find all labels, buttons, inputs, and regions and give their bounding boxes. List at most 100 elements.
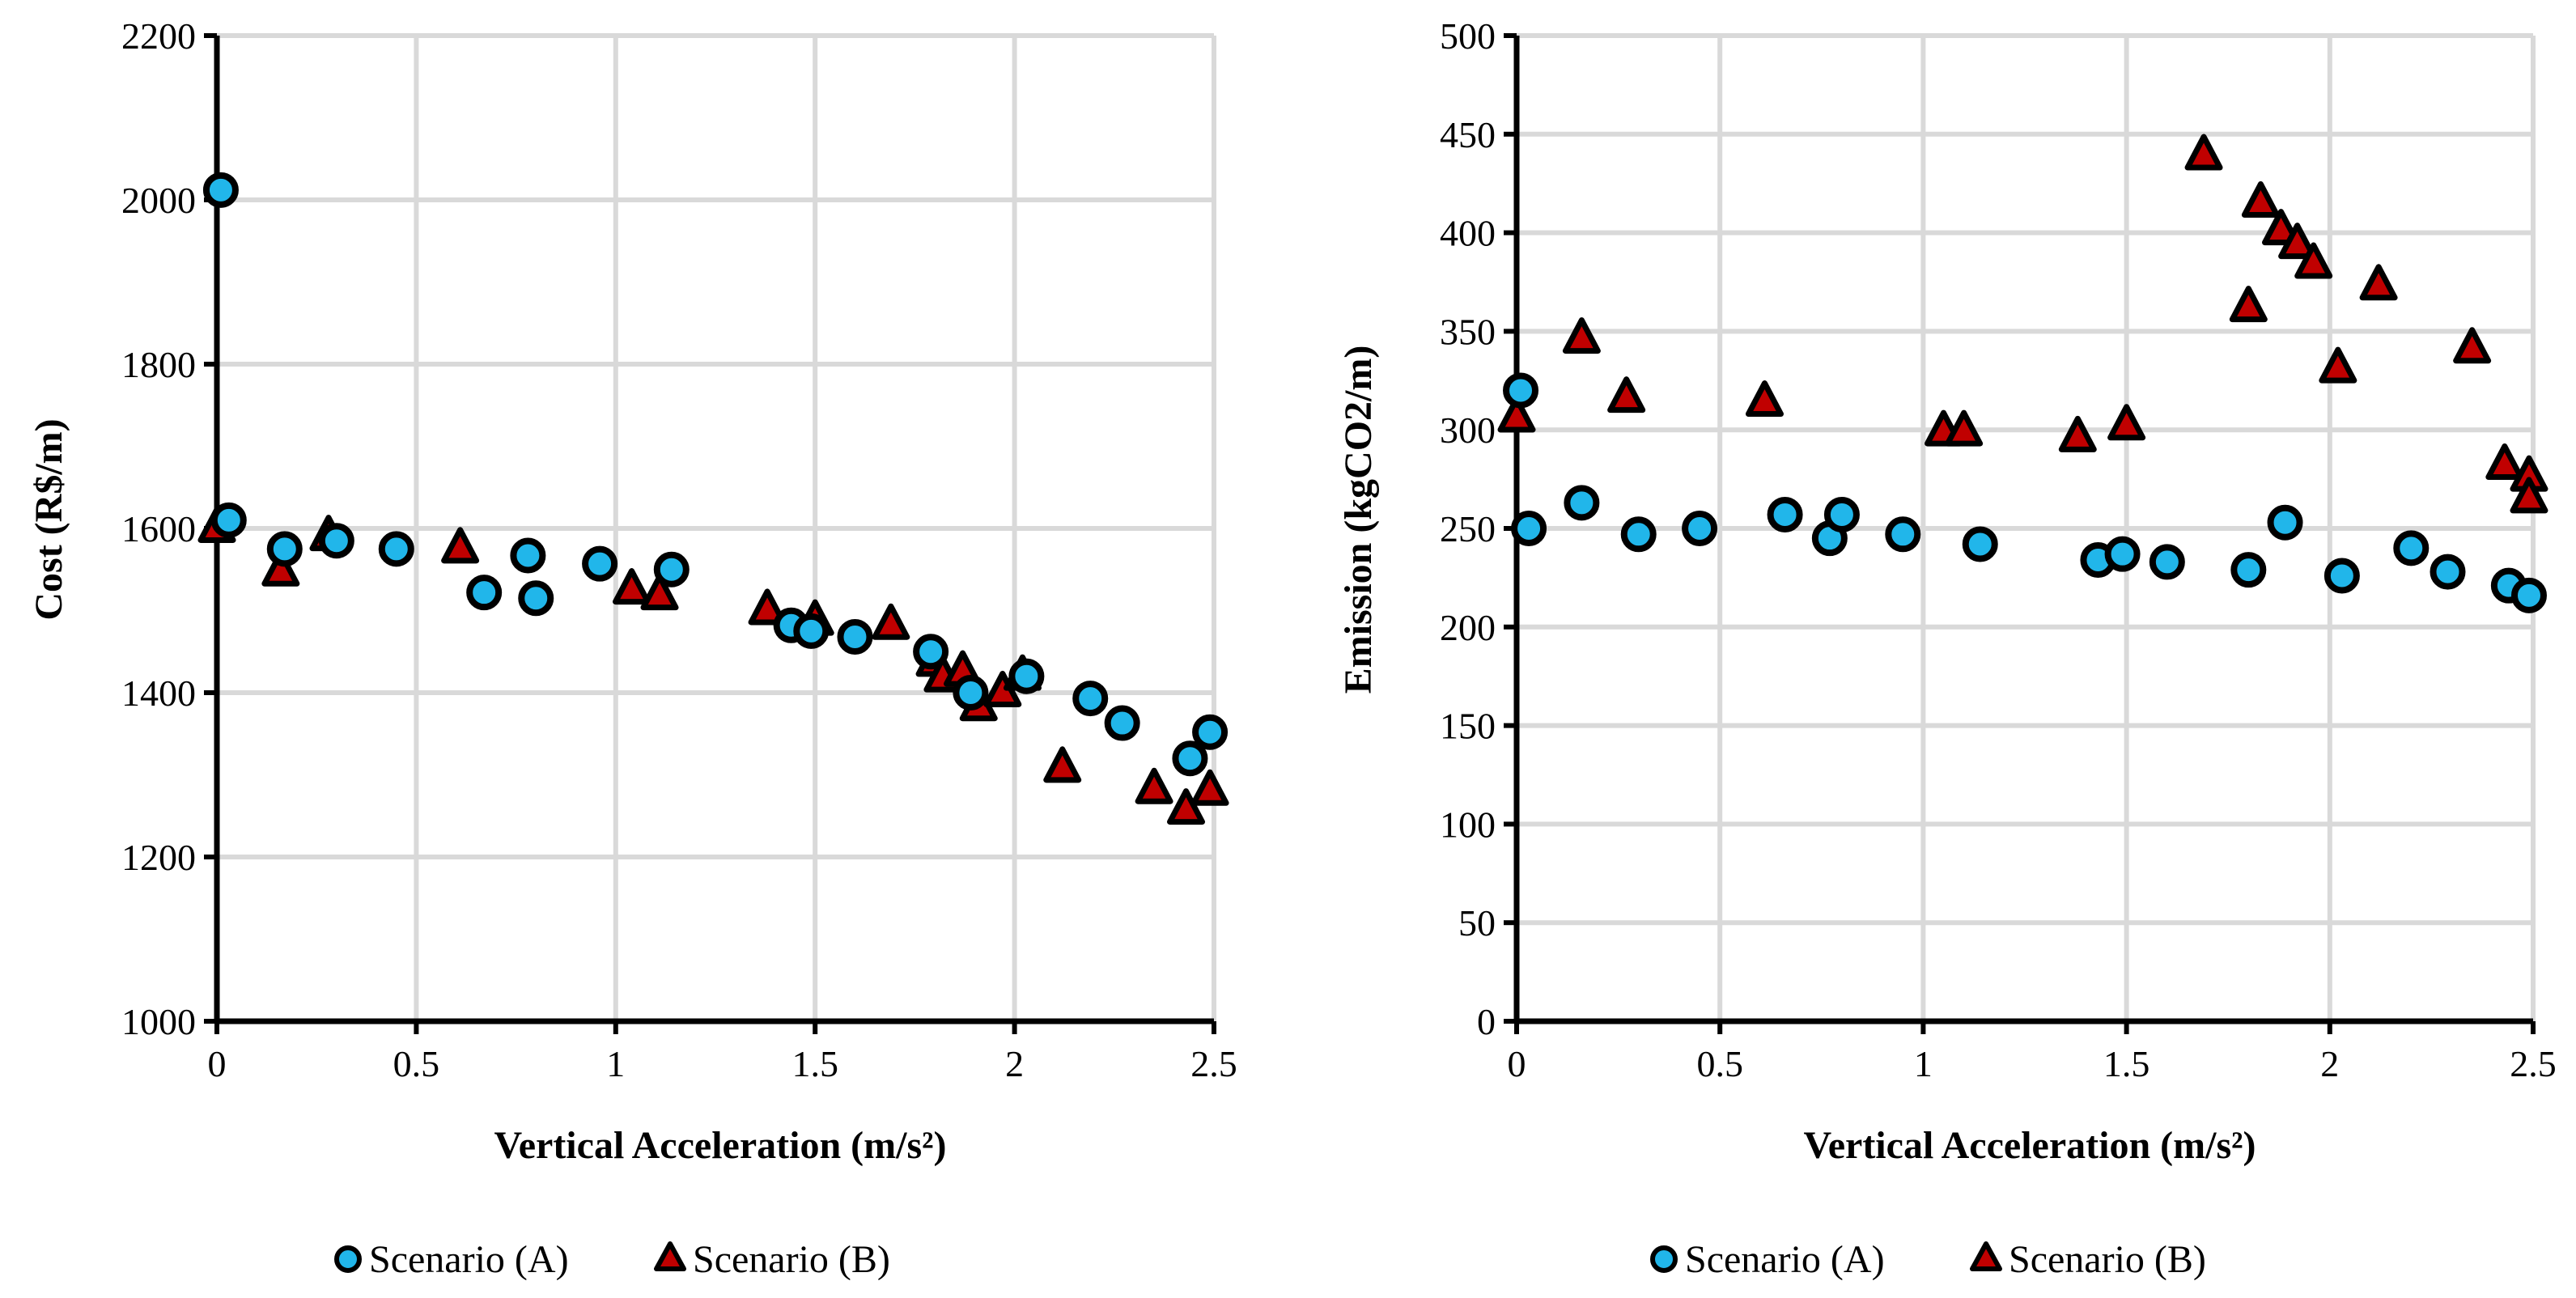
cost-scenario-a-point (913, 634, 949, 670)
emission-scenario-a-point (1962, 526, 1998, 562)
emission-scenario-b-point (2453, 327, 2492, 364)
emission-x-tick-label: 1 (1914, 1043, 1933, 1084)
cost-scenario-b-point (261, 549, 300, 587)
cost-chart-x-axis-title: Vertical Acceleration (m/s²) (494, 1124, 946, 1167)
emission-legend-scenario-a-marker (1650, 1245, 1678, 1273)
cost-scenario-a-point (793, 613, 830, 649)
cost-x-tick-label: 0.5 (393, 1043, 440, 1084)
cost-chart-y-ticks: 1000 1200 1400 1600 1800 2000 2200 (121, 15, 217, 1042)
emission-y-tick-label: 350 (1440, 311, 1496, 352)
emission-x-tick-label: 2 (2320, 1043, 2339, 1084)
cost-legend-scenario-b-label: Scenario (B) (693, 1238, 890, 1281)
emission-scenario-a-point (2104, 536, 2141, 572)
cost-x-tick-label: 2.5 (1190, 1043, 1237, 1084)
cost-scenario-b-point (872, 603, 910, 640)
emission-chart-x-axis-title: Vertical Acceleration (m/s²) (1803, 1124, 2256, 1167)
cost-y-tick-label: 1000 (121, 1001, 196, 1042)
emission-y-tick-label: 0 (1477, 1001, 1496, 1042)
emission-scenario-b-point (1562, 317, 1601, 354)
emission-y-tick-label: 100 (1440, 804, 1496, 845)
emission-scenario-b-point (2510, 477, 2548, 514)
emission-scenario-a-point (2323, 558, 2360, 594)
emission-chart-grid (1517, 33, 2536, 1021)
emission-x-tick-label: 2.5 (2510, 1043, 2557, 1084)
cost-scenario-a-point (953, 675, 989, 711)
cost-scenario-a-point (1172, 740, 1208, 777)
cost-scenario-a-point (1008, 658, 1045, 694)
cost-x-tick-label: 0 (208, 1043, 227, 1084)
cost-x-tick-label: 1 (606, 1043, 625, 1084)
cost-scenario-a-point (837, 618, 873, 655)
emission-scenario-a-point (1767, 496, 1803, 532)
emission-scenario-b-point (2241, 181, 2280, 218)
cost-scenario-b-point (1043, 746, 1082, 783)
cost-scenario-a-point (466, 575, 503, 611)
cost-scenario-a-point (582, 545, 618, 582)
emission-scenario-b-point (2058, 415, 2097, 452)
emission-scenario-a-point (1823, 496, 1860, 532)
emission-scenario-b-point (1497, 396, 1536, 433)
emission-scenario-a-point (1511, 511, 1547, 546)
emission-scenario-b-point (1945, 409, 1984, 447)
cost-scenario-a-point (653, 551, 690, 587)
cost-scenario-b-point (441, 527, 480, 564)
emission-scenario-b-point (1607, 376, 1646, 414)
emission-scenario-a-point (2149, 544, 2185, 580)
emission-chart-y-ticks: 0 50 100 150 200 250 300 350 400 450 500 (1440, 15, 1517, 1042)
cost-scenario-a-point (1104, 705, 1140, 741)
emission-y-tick-label: 150 (1440, 706, 1496, 747)
emission-scenario-a-point (2510, 577, 2547, 613)
emission-scenario-b-point (2229, 286, 2268, 323)
cost-y-tick-label: 1200 (121, 837, 196, 878)
emission-x-tick-label: 0 (1508, 1043, 1526, 1084)
emission-chart: 0 50 100 150 200 250 300 350 400 450 500 0 0.5 1 1.5 2… (1337, 15, 2557, 1281)
emission-scenario-a-point (2230, 552, 2267, 588)
cost-legend-scenario-a-marker (334, 1245, 362, 1273)
cost-scenario-a-point (518, 580, 554, 617)
cost-y-tick-label: 2000 (121, 180, 196, 221)
cost-scenario-b-point (640, 574, 679, 611)
cost-scenario-b-point (1167, 788, 1205, 825)
emission-legend-scenario-b-marker (1970, 1241, 2002, 1271)
cost-chart-points (197, 172, 1229, 825)
emission-scenario-a-point (2430, 554, 2466, 590)
emission-chart-x-ticks: 0 0.5 1 1.5 2 2.5 (1508, 1021, 2557, 1084)
emission-chart-y-axis-title: Emission (kgCO2/m) (1337, 346, 1380, 694)
emission-y-tick-label: 450 (1440, 114, 1496, 155)
emission-scenario-a-point (1620, 516, 1657, 553)
cost-scenario-b-point (748, 588, 787, 626)
emission-y-tick-label: 50 (1458, 902, 1496, 944)
emission-scenario-a-point (1503, 372, 1539, 409)
cost-chart-grid (217, 33, 1216, 1021)
emission-scenario-a-point (2267, 504, 2303, 541)
emission-scenario-a-point (1564, 485, 1600, 521)
cost-scenario-b-point (613, 568, 651, 605)
emission-chart-points (1497, 134, 2548, 613)
emission-scenario-b-point (2262, 209, 2301, 246)
emission-scenario-b-point (2294, 242, 2333, 279)
emission-y-tick-label: 300 (1440, 409, 1496, 451)
cost-scenario-b-point (1190, 769, 1229, 806)
cost-x-tick-label: 2 (1005, 1043, 1024, 1084)
emission-legend-scenario-a-label: Scenario (A) (1685, 1238, 1885, 1281)
emission-y-tick-label: 200 (1440, 607, 1496, 648)
emission-x-tick-label: 0.5 (1696, 1043, 1743, 1084)
cost-scenario-a-point (378, 531, 414, 567)
emission-x-tick-label: 1.5 (2103, 1043, 2150, 1084)
emission-legend-scenario-b-label: Scenario (B) (2009, 1238, 2206, 1281)
cost-scenario-a-point (1072, 681, 1109, 717)
cost-y-tick-label: 2200 (121, 15, 196, 57)
emission-scenario-b-point (2359, 264, 2398, 301)
emission-scenario-a-point (2393, 530, 2430, 566)
cost-chart-legend: Scenario (A) Scenario (B) (334, 1238, 890, 1281)
emission-y-tick-label: 250 (1440, 508, 1496, 549)
cost-scenario-a-point (210, 502, 247, 538)
emission-scenario-b-point (1745, 380, 1784, 418)
cost-scenario-a-point (1192, 714, 1229, 750)
cost-x-tick-label: 1.5 (791, 1043, 838, 1084)
cost-scenario-b-point (1135, 767, 1173, 804)
cost-scenario-a-point (318, 523, 354, 559)
cost-y-tick-label: 1800 (121, 344, 196, 385)
cost-scenario-a-point (510, 537, 546, 574)
